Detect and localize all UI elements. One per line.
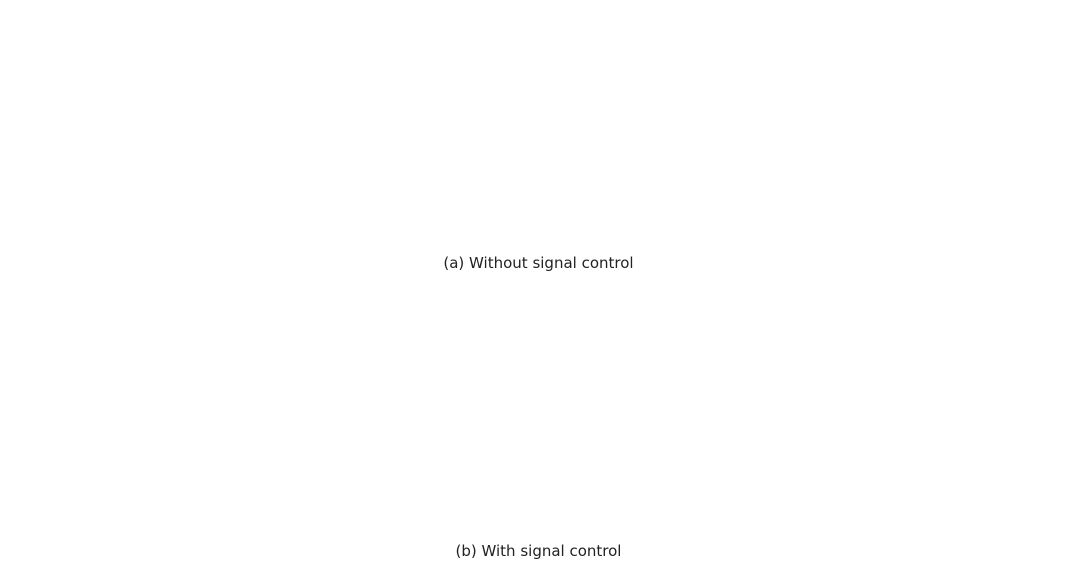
chart-b2	[360, 290, 720, 530]
chart-a3	[720, 0, 1077, 250]
chart-b3	[720, 290, 1077, 530]
caption-b: (b) With signal control	[455, 542, 622, 560]
chart-a2	[360, 0, 720, 250]
chart-a1	[0, 0, 360, 250]
caption-a: (a) Without signal control	[443, 254, 634, 272]
chart-b1	[0, 290, 360, 530]
